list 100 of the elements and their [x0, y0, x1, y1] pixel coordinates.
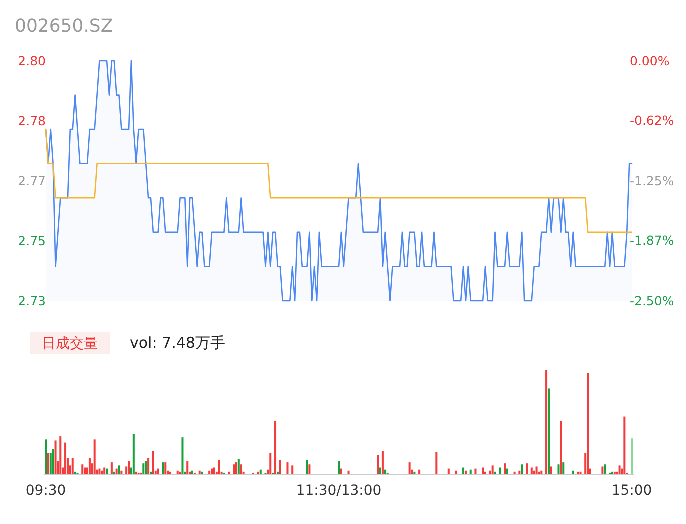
bar [587, 373, 590, 474]
bar [116, 468, 118, 474]
bar [624, 416, 626, 474]
bar [120, 470, 123, 474]
bar [482, 468, 484, 474]
bar [382, 451, 384, 474]
bar [279, 460, 282, 474]
bar [94, 440, 96, 474]
bar [408, 462, 411, 474]
y-tick-label: 2.77 [18, 174, 46, 188]
bar [558, 464, 560, 474]
text: vol: 7.48万手 [130, 334, 226, 352]
bar [235, 462, 238, 474]
bar [60, 436, 62, 474]
bar [176, 470, 179, 474]
bar [72, 458, 74, 474]
y2-tick-label: 0.00% [630, 54, 670, 68]
chart-title: 002650.SZ [15, 16, 114, 37]
bar [631, 438, 633, 474]
x-tick-label: 09:30 [26, 483, 66, 499]
bar [110, 462, 113, 474]
bar [211, 468, 214, 474]
bar [213, 468, 216, 474]
bar [526, 464, 528, 474]
bar [208, 470, 211, 474]
bar [384, 470, 386, 474]
bar [292, 466, 294, 474]
bar [536, 466, 538, 474]
bar [521, 464, 524, 474]
bar [52, 449, 54, 474]
bar [260, 470, 262, 474]
bar [602, 466, 604, 474]
bar [238, 459, 240, 474]
text: 日成交量 [42, 336, 98, 352]
bar [562, 462, 565, 474]
bar [474, 468, 477, 474]
bar [560, 420, 562, 474]
x-tick-label: 11:30/13:00 [296, 483, 382, 499]
bar [142, 464, 145, 474]
bar [455, 470, 458, 474]
bar [540, 470, 543, 474]
bar [82, 464, 84, 474]
bar [504, 464, 506, 474]
bar [338, 462, 340, 474]
bar [233, 464, 236, 474]
bar [308, 464, 311, 474]
bar [499, 468, 502, 474]
bar [572, 470, 574, 474]
bar [464, 470, 467, 474]
bar [47, 453, 50, 474]
bar [618, 466, 621, 474]
bar [462, 468, 465, 474]
bar [530, 468, 533, 474]
y2-tick-label: -0.62% [630, 113, 674, 128]
bar [218, 460, 220, 474]
y-tick-label: 2.73 [18, 294, 46, 308]
bar [186, 462, 189, 474]
bar [64, 442, 67, 474]
bar [306, 460, 308, 474]
bar [192, 470, 194, 474]
bar [162, 462, 164, 474]
x-tick-label: 15:00 [612, 483, 652, 499]
bar [274, 420, 277, 474]
bar [182, 438, 184, 474]
bar [436, 452, 438, 474]
bar [506, 468, 508, 474]
bar [132, 434, 135, 474]
y2-tick-label: -2.50% [630, 294, 674, 308]
bar [240, 464, 242, 474]
bar [380, 468, 382, 474]
bar [101, 470, 104, 474]
y2-tick-label: -1.87% [630, 233, 674, 248]
bar [118, 466, 120, 474]
bar [98, 468, 101, 474]
bar [418, 470, 421, 474]
bar [604, 464, 606, 474]
bar [104, 468, 106, 474]
bar [145, 462, 148, 474]
bar [377, 455, 380, 474]
y-tick-label: 2.78 [18, 114, 46, 128]
bar [45, 440, 47, 474]
bar [492, 466, 494, 474]
bar [518, 470, 521, 474]
bar [157, 468, 160, 474]
bar [270, 453, 272, 474]
y2-tick-label: -1.25% [630, 174, 674, 188]
bar [88, 458, 91, 474]
bar [548, 388, 550, 474]
bar [50, 453, 52, 474]
bar [106, 468, 108, 474]
bar [286, 462, 289, 474]
bar [152, 451, 154, 474]
bar [448, 468, 450, 474]
bar [550, 466, 552, 474]
bar [470, 470, 472, 474]
bar [546, 370, 548, 474]
bar [148, 458, 150, 474]
bar [198, 470, 201, 474]
bar [164, 462, 167, 474]
y-tick-label: 2.75 [18, 234, 46, 248]
